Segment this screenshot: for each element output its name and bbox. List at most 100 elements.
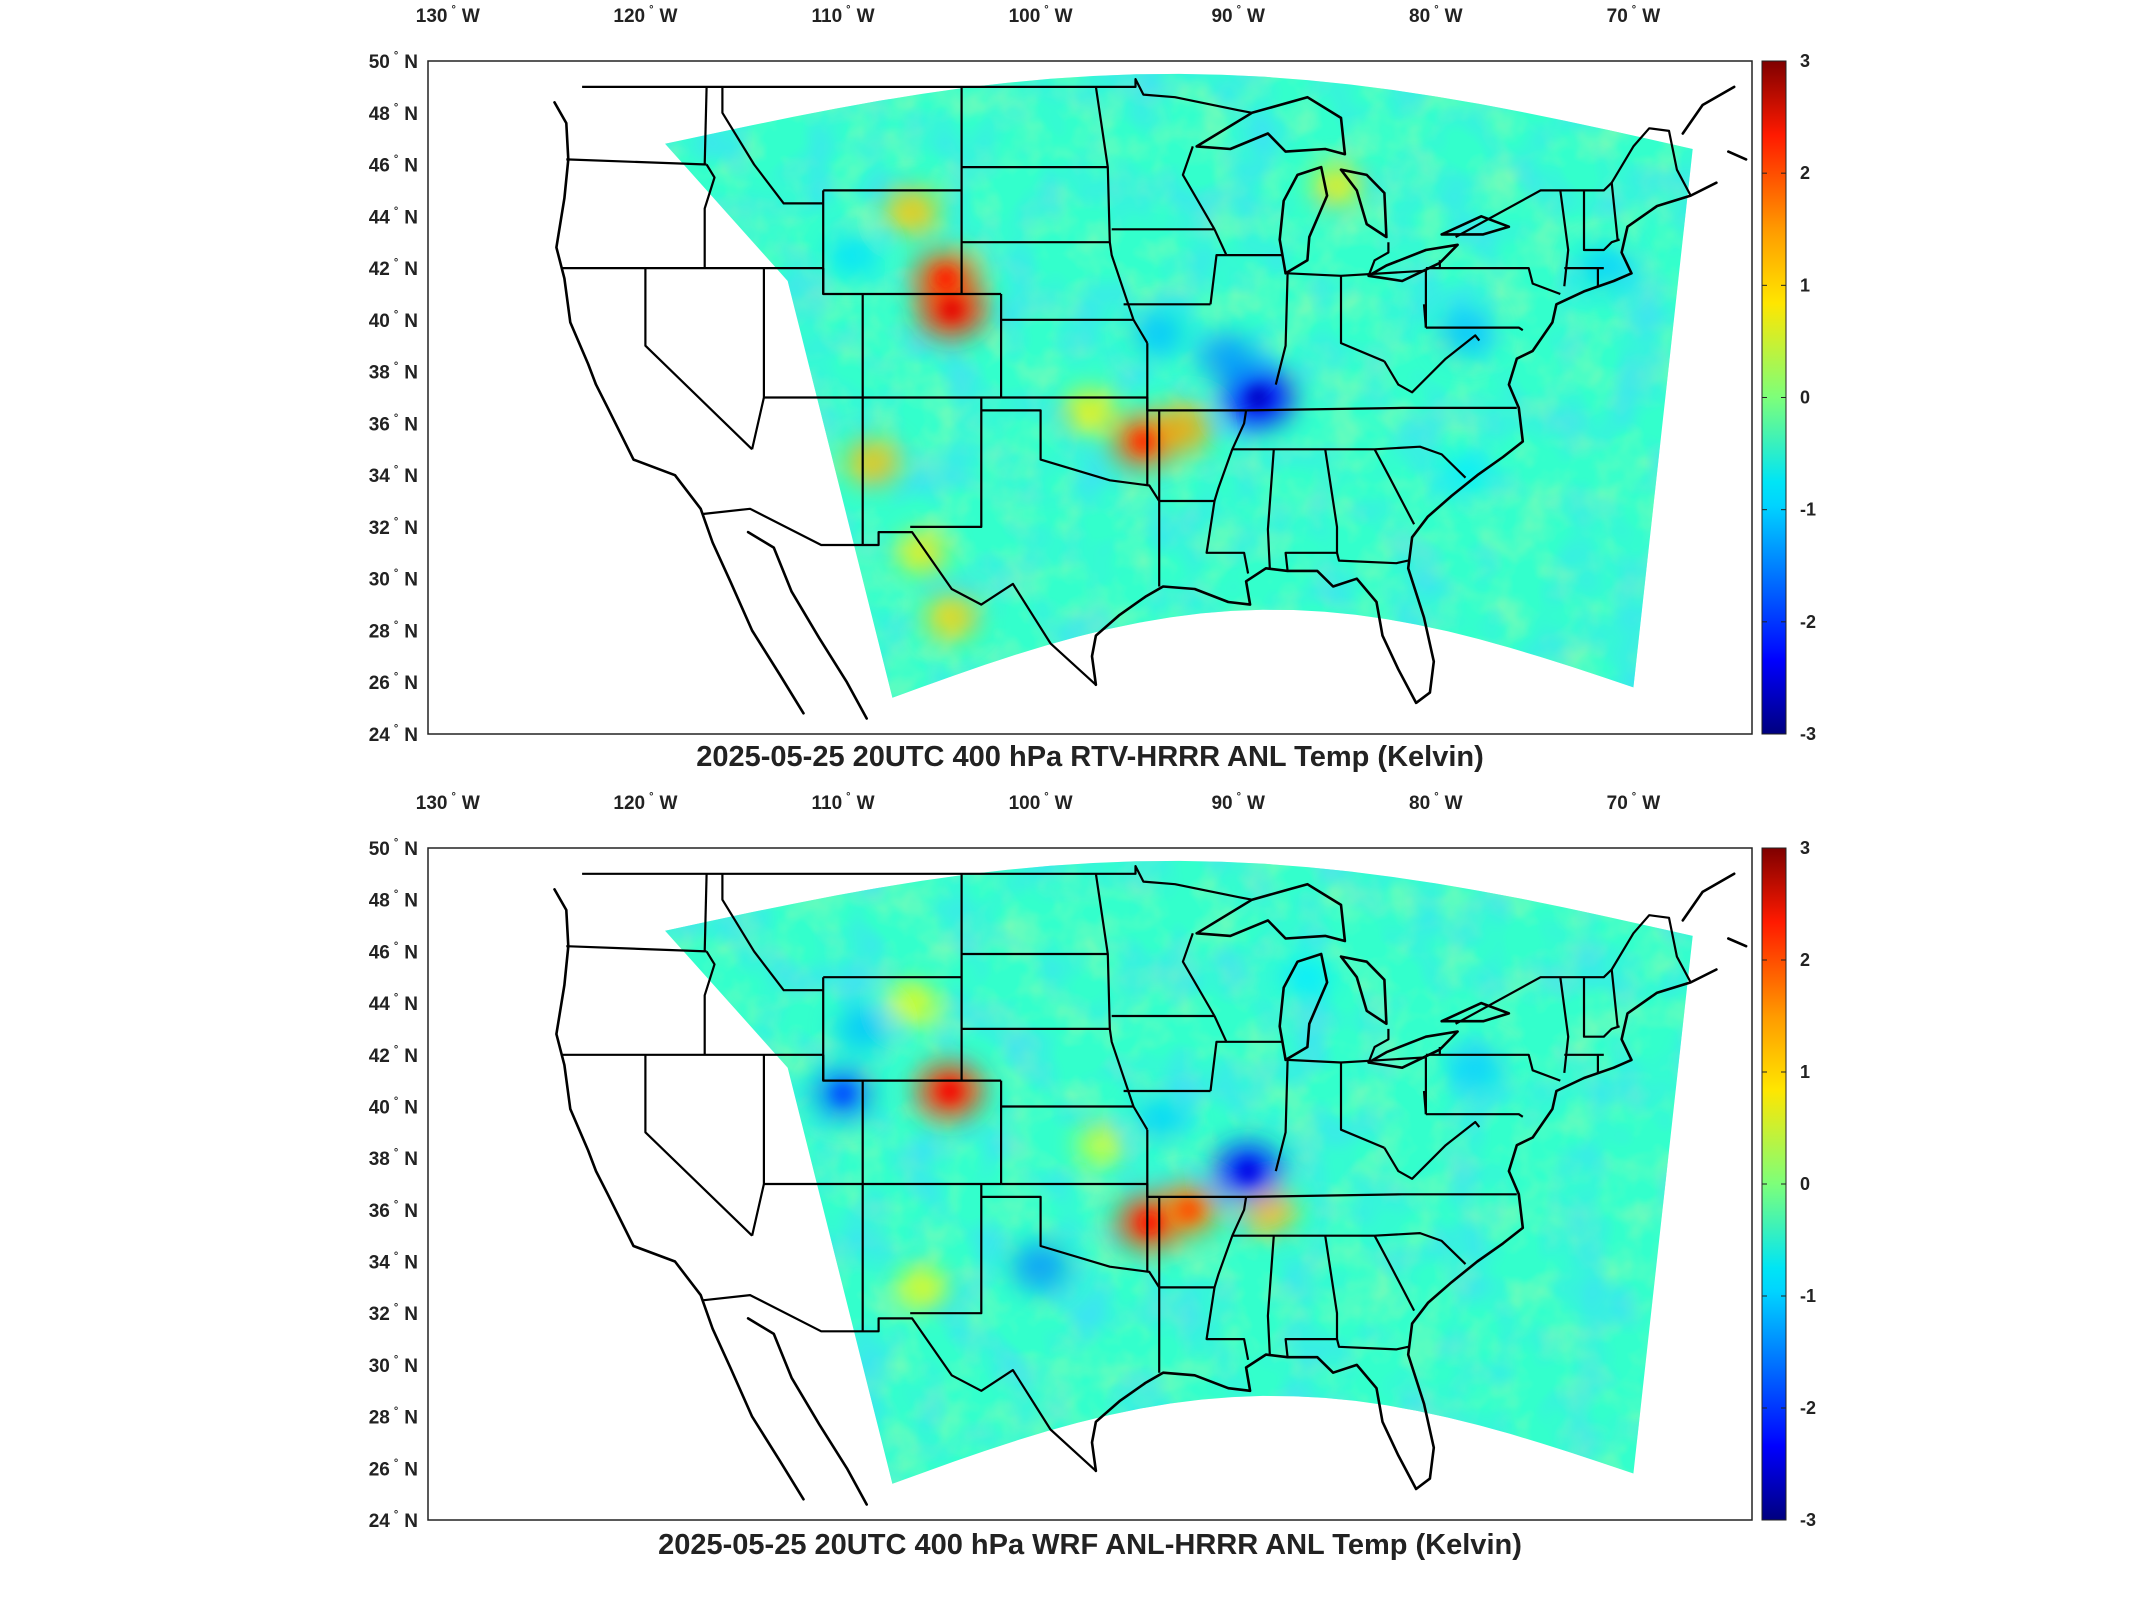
lat-label: 30 ° N (369, 1354, 418, 1377)
state-border (566, 158, 707, 166)
lat-label: 36 ° N (369, 1199, 418, 1222)
state-border (1455, 914, 1692, 1025)
state-border (1246, 1193, 1517, 1198)
lat-label: 36 ° N (369, 412, 418, 435)
state-border (582, 864, 1253, 901)
state-border (1439, 1053, 1561, 1082)
colorbar-tick-label: -1 (1800, 1286, 1816, 1306)
lat-label: 24 ° N (369, 1509, 418, 1532)
temperature-field (665, 860, 1693, 1484)
state-border (1373, 448, 1416, 525)
panel-rtv: 130 ° W 120 ° W 110 ° W 100 ° W 90 ° W 80 ° W 70 ° W 24 ° N 26 ° N… (369, 4, 1816, 773)
state-border (1181, 932, 1216, 1017)
state-border (910, 397, 983, 529)
lat-label: 32 ° N (369, 1302, 418, 1325)
coastline (1440, 1001, 1511, 1023)
anomaly-spot (925, 595, 978, 640)
coastline (1090, 181, 1718, 705)
anomaly-spot (835, 1006, 890, 1052)
state-border (1274, 1059, 1289, 1172)
coastline (1727, 937, 1748, 948)
state-border (703, 950, 716, 1055)
colorbar-tick-label: 3 (1800, 51, 1810, 71)
colorbar-tick-label: 0 (1800, 388, 1810, 408)
state-border (702, 507, 1097, 686)
panel-title: 2025-05-25 20UTC 400 hPa RTV-HRRR ANL Te… (696, 741, 1484, 773)
map-frame (427, 60, 1753, 735)
anomaly-core (832, 1082, 854, 1105)
state-border (1266, 449, 1275, 569)
lon-label: 120 ° W (613, 4, 677, 27)
coastline (1195, 882, 1347, 943)
state-border (1582, 977, 1620, 1038)
colorbar-tick-label: 2 (1800, 950, 1810, 970)
anomaly-spot (1132, 310, 1186, 356)
lat-label: 24 ° N (369, 723, 418, 746)
colorbar-tick-label: 0 (1800, 1174, 1810, 1194)
lat-label: 26 ° N (369, 671, 418, 694)
state-border (1559, 977, 1570, 1074)
anomaly-spot (845, 439, 900, 485)
panel-title: 2025-05-25 20UTC 400 hPa WRF ANL-HRRR AN… (658, 1529, 1522, 1561)
colorbar-tick-label: -1 (1800, 500, 1816, 520)
lon-label: 120 ° W (613, 791, 677, 814)
state-border (1266, 1235, 1275, 1355)
anomaly-spot (1011, 1242, 1070, 1291)
lat-label: 40 ° N (369, 309, 418, 332)
state-border (721, 873, 824, 992)
coastline (1440, 215, 1511, 236)
anomaly-spot (1438, 310, 1493, 356)
state-border (1213, 228, 1228, 256)
state-border (1209, 254, 1282, 305)
lat-label: 48 ° N (369, 889, 418, 912)
lat-label: 32 ° N (369, 516, 418, 539)
coastline (746, 530, 869, 720)
anomaly-core (934, 267, 957, 290)
colorbar-tick-label: 2 (1800, 163, 1810, 183)
coastline (1339, 955, 1388, 1026)
state-border (1383, 334, 1481, 394)
state-border (1335, 552, 1409, 565)
anomaly-spot (1065, 389, 1115, 432)
colorbar-tick-label: 1 (1800, 1062, 1810, 1082)
coastline (1681, 85, 1736, 135)
lat-label: 42 ° N (369, 1044, 418, 1067)
lon-label: 110 ° W (812, 4, 875, 27)
colorbar-tick-label: -2 (1800, 612, 1816, 632)
state-border (1159, 1286, 1250, 1361)
state-border (1455, 127, 1692, 238)
state-border (702, 1293, 1097, 1472)
coastline (1367, 243, 1459, 283)
lon-label: 100 ° W (1009, 4, 1073, 27)
panel-wrf: 130 ° W 120 ° W 110 ° W 100 ° W 90 ° W 80 ° W 70 ° W 24 ° N 26 ° N… (369, 791, 1816, 1561)
anomaly-spot (888, 982, 937, 1024)
panels: 130 ° W 120 ° W 110 ° W 100 ° W 90 ° W 80 ° W 70 ° W 24 ° N 26 ° N… (369, 4, 1816, 1561)
anomaly-spot (1312, 164, 1362, 206)
state-border (703, 86, 708, 165)
state-border (1373, 1235, 1416, 1312)
map-lines (553, 864, 1748, 1506)
lon-label: 80 ° W (1409, 791, 1463, 814)
state-border (1559, 190, 1570, 287)
coastline (746, 1317, 869, 1506)
state-border (822, 977, 1002, 1082)
state-border (1425, 1113, 1524, 1118)
state-border (751, 1054, 766, 1236)
state-border (1287, 269, 1428, 328)
colorbar-tick-label: 1 (1800, 275, 1810, 295)
colorbar-tick-label: -3 (1800, 1510, 1816, 1530)
colorbar-tick-label: 3 (1800, 838, 1810, 858)
lat-label: 34 ° N (369, 464, 418, 487)
lon-label: 70 ° W (1607, 791, 1661, 814)
anomaly-core (1132, 430, 1155, 453)
state-border (644, 1054, 753, 1237)
coastline (1367, 1030, 1459, 1069)
state-border (703, 873, 708, 952)
lon-label: 110 ° W (812, 791, 875, 814)
state-border (1610, 182, 1619, 240)
state-border (566, 945, 707, 953)
anomaly-spot (1077, 1126, 1123, 1165)
state-border (1367, 1028, 1390, 1063)
state-border (822, 190, 1002, 296)
state-border (910, 1184, 983, 1315)
